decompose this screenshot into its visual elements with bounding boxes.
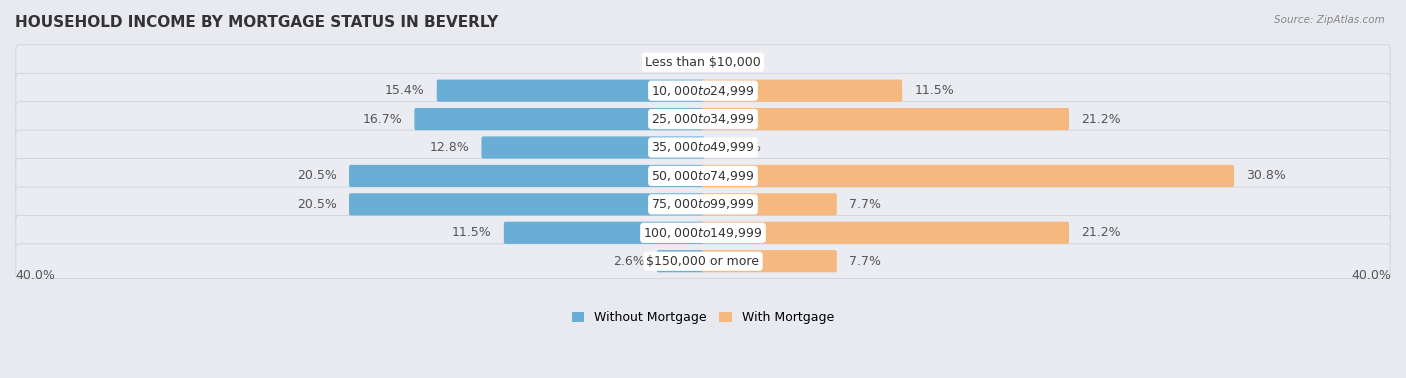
Text: 21.2%: 21.2% xyxy=(1081,226,1121,239)
Text: 16.7%: 16.7% xyxy=(363,113,402,125)
Text: 0.0%: 0.0% xyxy=(645,56,678,69)
FancyBboxPatch shape xyxy=(503,222,704,244)
Text: $150,000 or more: $150,000 or more xyxy=(647,255,759,268)
FancyBboxPatch shape xyxy=(702,108,1069,130)
Text: $10,000 to $24,999: $10,000 to $24,999 xyxy=(651,84,755,98)
FancyBboxPatch shape xyxy=(15,73,1391,108)
Text: 11.5%: 11.5% xyxy=(914,84,955,97)
Text: Source: ZipAtlas.com: Source: ZipAtlas.com xyxy=(1274,15,1385,25)
Text: Less than $10,000: Less than $10,000 xyxy=(645,56,761,69)
FancyBboxPatch shape xyxy=(657,250,704,272)
Text: 21.2%: 21.2% xyxy=(1081,113,1121,125)
FancyBboxPatch shape xyxy=(15,187,1391,222)
FancyBboxPatch shape xyxy=(15,215,1391,250)
Text: 0.0%: 0.0% xyxy=(728,141,761,154)
Text: 30.8%: 30.8% xyxy=(1247,169,1286,183)
FancyBboxPatch shape xyxy=(437,79,704,102)
FancyBboxPatch shape xyxy=(702,250,837,272)
Text: $50,000 to $74,999: $50,000 to $74,999 xyxy=(651,169,755,183)
FancyBboxPatch shape xyxy=(15,159,1391,193)
FancyBboxPatch shape xyxy=(415,108,704,130)
Legend: Without Mortgage, With Mortgage: Without Mortgage, With Mortgage xyxy=(567,307,839,330)
FancyBboxPatch shape xyxy=(15,102,1391,136)
Text: 20.5%: 20.5% xyxy=(297,169,336,183)
Text: 0.0%: 0.0% xyxy=(728,56,761,69)
Text: 11.5%: 11.5% xyxy=(451,226,492,239)
Text: $75,000 to $99,999: $75,000 to $99,999 xyxy=(651,197,755,211)
FancyBboxPatch shape xyxy=(702,222,1069,244)
Text: 7.7%: 7.7% xyxy=(849,198,882,211)
Text: 7.7%: 7.7% xyxy=(849,255,882,268)
FancyBboxPatch shape xyxy=(702,79,903,102)
Text: $100,000 to $149,999: $100,000 to $149,999 xyxy=(644,226,762,240)
FancyBboxPatch shape xyxy=(349,165,704,187)
Text: 15.4%: 15.4% xyxy=(385,84,425,97)
Text: HOUSEHOLD INCOME BY MORTGAGE STATUS IN BEVERLY: HOUSEHOLD INCOME BY MORTGAGE STATUS IN B… xyxy=(15,15,498,30)
FancyBboxPatch shape xyxy=(349,193,704,215)
Text: 12.8%: 12.8% xyxy=(429,141,470,154)
Text: $25,000 to $34,999: $25,000 to $34,999 xyxy=(651,112,755,126)
Text: 2.6%: 2.6% xyxy=(613,255,644,268)
FancyBboxPatch shape xyxy=(15,130,1391,165)
FancyBboxPatch shape xyxy=(702,165,1234,187)
Text: 40.0%: 40.0% xyxy=(15,269,55,282)
Text: 40.0%: 40.0% xyxy=(1351,269,1391,282)
FancyBboxPatch shape xyxy=(15,45,1391,79)
FancyBboxPatch shape xyxy=(15,244,1391,279)
Text: 20.5%: 20.5% xyxy=(297,198,336,211)
Text: $35,000 to $49,999: $35,000 to $49,999 xyxy=(651,141,755,155)
FancyBboxPatch shape xyxy=(481,136,704,159)
FancyBboxPatch shape xyxy=(702,193,837,215)
